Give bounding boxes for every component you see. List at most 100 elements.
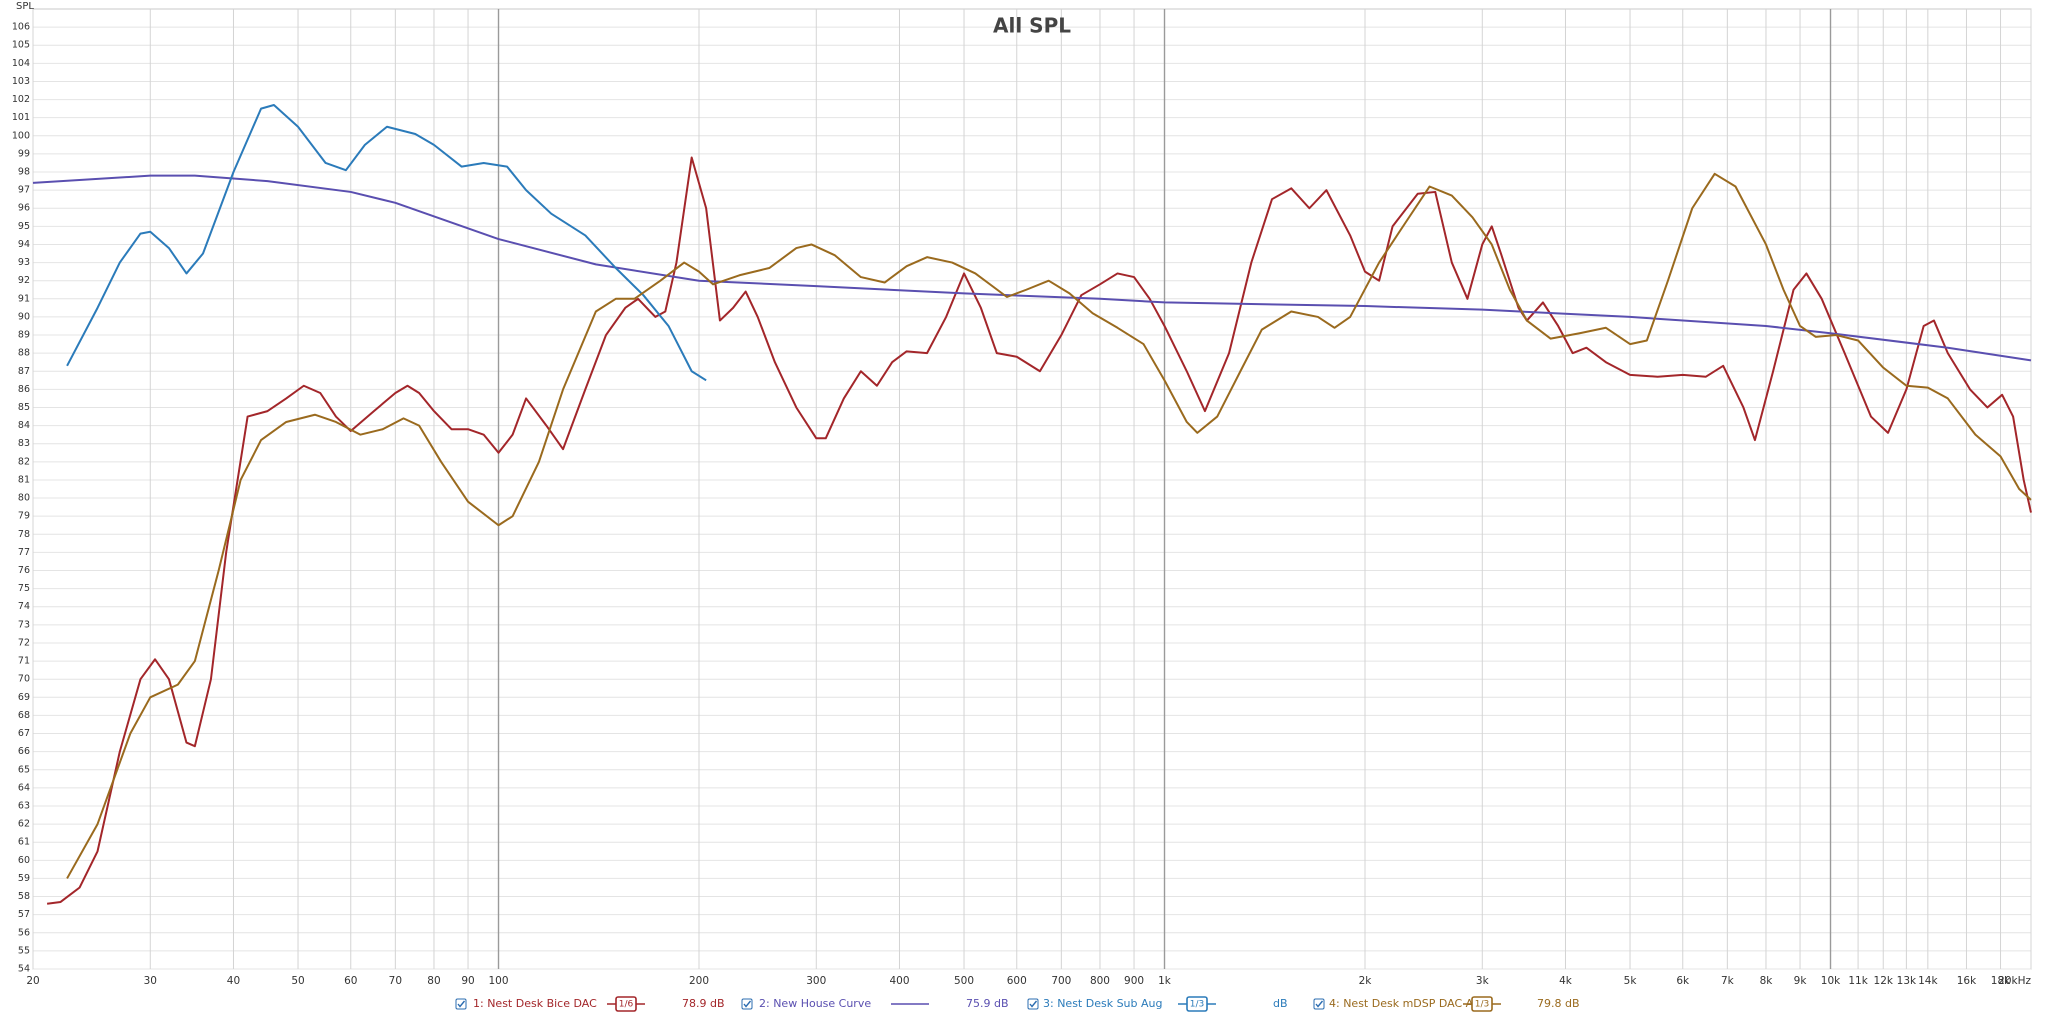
y-tick-label: 77 [18,547,30,558]
y-tick-label: 103 [12,76,30,87]
y-tick-label: 98 [18,167,30,178]
y-tick-label: 70 [18,674,30,685]
y-tick-label: 89 [18,330,30,341]
x-tick-label: 400 [889,975,909,987]
x-tick-label: 6k [1676,975,1690,987]
smoothing-box[interactable] [1471,996,1493,1012]
legend-label[interactable]: 3: Nest Desk Sub Aug [1043,997,1163,1010]
x-tick-label: 18k [1991,975,2011,987]
y-tick-label: 92 [18,275,30,286]
x-tick-label: 7k [1721,975,1735,987]
y-tick-label: 54 [18,964,30,975]
x-tick-label: 200 [689,975,709,987]
legend-checkbox[interactable] [1313,998,1325,1010]
y-tick-label: 94 [18,239,30,250]
y-tick-label: 85 [18,402,30,413]
y-tick-label: 59 [18,873,30,884]
y-tick-label: 65 [18,764,30,775]
y-tick-label: 95 [18,221,30,232]
y-tick-label: 73 [18,619,30,630]
x-tick-label: 20kHz [1998,975,2031,987]
x-tick-label: 70 [389,975,402,987]
y-tick-label: 93 [18,257,30,268]
x-tick-label: 4k [1559,975,1573,987]
legend-level: dB [1273,997,1288,1010]
legend-label[interactable]: 2: New House Curve [759,997,871,1010]
x-tick-label: 90 [461,975,474,987]
chart-title: All SPL [993,14,1071,38]
y-tick-label: 56 [18,927,30,938]
y-tick-label: 61 [18,837,30,848]
x-tick-label: 16k [1957,975,1977,987]
y-tick-label: 55 [18,945,30,956]
x-tick-label: 5k [1624,975,1638,987]
legend-checkmark [743,1000,752,1008]
y-tick-label: 88 [18,348,30,359]
series-line [66,104,707,382]
y-tick-label: 84 [18,420,30,431]
x-tick-label: 14k [1918,975,1938,987]
y-tick-label: 79 [18,511,30,522]
axis-labels: 54 55 56 57 58 59 60 61 62 63 64 65 66 67 68 69 70 71 72 73… [12,22,2032,987]
x-tick-label: 8k [1760,975,1774,987]
y-tick-label: 105 [12,40,30,51]
smoothing-box[interactable] [1186,996,1208,1012]
y-tick-label: 81 [18,474,30,485]
x-tick-label: 12k [1874,975,1894,987]
y-tick-label: 78 [18,529,30,540]
x-tick-label: 100 [488,975,508,987]
y-tick-label: 67 [18,728,30,739]
x-tick-label: 30 [144,975,157,987]
legend-checkbox[interactable] [455,998,467,1010]
x-tick-label: 60 [344,975,357,987]
y-tick-label: 97 [18,185,30,196]
x-tick-label: 500 [954,975,974,987]
y-tick-label: 86 [18,384,30,395]
smoothing-label: 1/3 [1475,1000,1489,1010]
y-tick-label: 68 [18,710,30,721]
legend-level: 78.9 dB [682,997,725,1010]
y-tick-label: 69 [18,692,30,703]
y-tick-label: 72 [18,637,30,648]
series-line [32,174,2032,362]
y-tick-label: 60 [18,855,30,866]
x-tick-label: 1k [1158,975,1172,987]
y-tick-label: 66 [18,746,30,757]
y-tick-label: 74 [18,601,30,612]
y-tick-label: 75 [18,583,30,594]
smoothing-box[interactable] [615,996,637,1012]
y-tick-label: 102 [12,94,30,105]
x-tick-label: 800 [1090,975,1110,987]
y-axis-label: SPL [16,1,34,12]
legend-level: 79.8 dB [1537,997,1580,1010]
smoothing-label: 1/6 [619,1000,634,1010]
series-line [46,156,2032,905]
legend-checkbox[interactable] [741,998,753,1010]
smoothing-label: 1/3 [1190,1000,1204,1010]
legend-label[interactable]: 1: Nest Desk Bice DAC [473,997,597,1010]
legend-label[interactable]: 4: Nest Desk mDSP DAC Aug [1329,997,1487,1010]
legend-level: 75.9 dB [966,997,1009,1010]
y-tick-label: 58 [18,891,30,902]
x-tick-label: 3k [1476,975,1490,987]
y-tick-label: 90 [18,311,30,322]
y-tick-label: 76 [18,565,30,576]
y-tick-label: 62 [18,819,30,830]
y-tick-label: 82 [18,456,30,467]
y-tick-label: 71 [18,656,30,667]
y-tick-label: 87 [18,366,30,377]
legend-checkmark [1315,1000,1324,1008]
x-tick-label: 900 [1124,975,1144,987]
y-tick-label: 96 [18,203,30,214]
x-tick-label: 40 [227,975,240,987]
y-tick-label: 99 [18,148,30,159]
legend-checkbox[interactable] [1027,998,1039,1010]
y-tick-label: 83 [18,438,30,449]
x-tick-label: 300 [806,975,826,987]
x-tick-label: 20 [26,975,39,987]
x-tick-label: 80 [427,975,440,987]
plot-lines [32,104,2032,905]
x-tick-label: 600 [1007,975,1027,987]
grid [32,8,2032,970]
